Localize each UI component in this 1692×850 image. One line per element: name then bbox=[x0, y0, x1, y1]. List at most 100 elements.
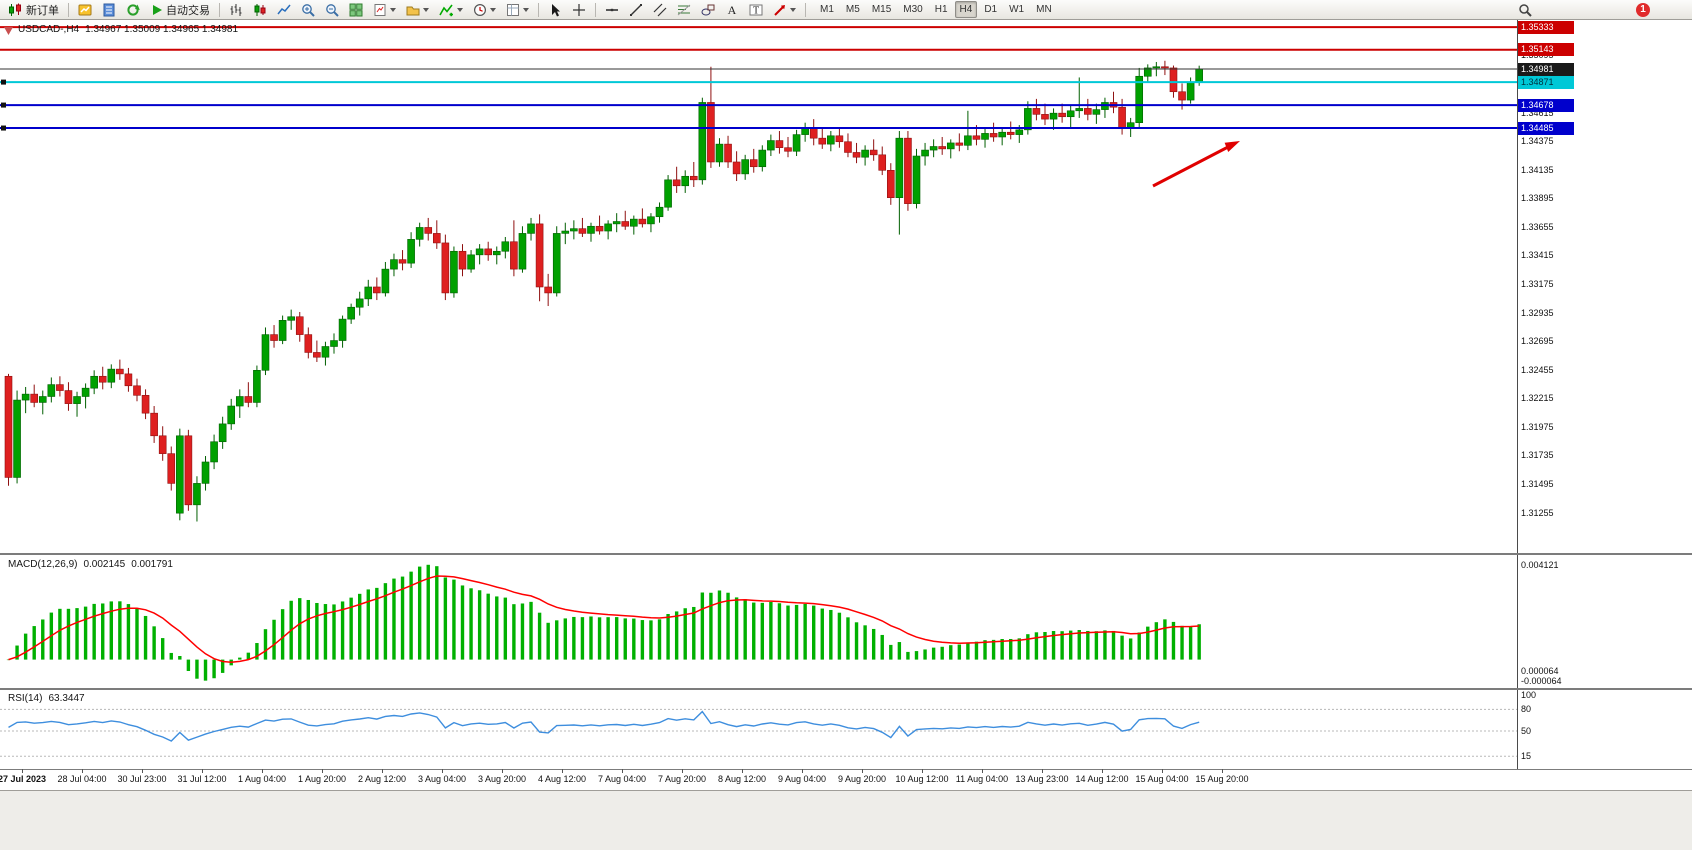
macd-histogram bbox=[6, 564, 1201, 681]
panel-separator[interactable] bbox=[0, 688, 1692, 690]
candle-body bbox=[981, 133, 989, 140]
y-axis-tick: 1.31975 bbox=[1521, 421, 1554, 432]
candle-body bbox=[604, 223, 612, 232]
zoom-out-button[interactable] bbox=[321, 1, 343, 18]
candle-body bbox=[56, 384, 64, 391]
timeframe-MN[interactable]: MN bbox=[1031, 1, 1057, 18]
timeframe-W1[interactable]: W1 bbox=[1004, 1, 1029, 18]
chart-plot-area[interactable] bbox=[0, 20, 1517, 553]
auto-trading-button[interactable]: 自动交易 bbox=[146, 1, 214, 18]
candle-body bbox=[561, 230, 570, 234]
toolbar-separator bbox=[68, 2, 69, 17]
candle-body bbox=[578, 228, 587, 234]
x-axis-tick: 11 Aug 04:00 bbox=[955, 774, 1009, 784]
candle-body bbox=[724, 143, 732, 163]
candle-body bbox=[946, 142, 955, 150]
hline-handle[interactable] bbox=[1, 79, 6, 85]
tile-windows-button[interactable] bbox=[345, 1, 367, 18]
candle-body bbox=[90, 375, 98, 389]
navigator-button[interactable] bbox=[122, 1, 144, 18]
rsi-line bbox=[8, 710, 1200, 742]
notification-badge[interactable]: 1 bbox=[1636, 3, 1650, 17]
x-axis-tick-mark bbox=[1222, 769, 1223, 773]
y-axis-tick: 1.34615 bbox=[1521, 107, 1554, 118]
periods-icon bbox=[473, 3, 487, 16]
timeframe-M15[interactable]: M15 bbox=[867, 1, 896, 18]
data-window-button[interactable] bbox=[98, 1, 120, 18]
candle-body bbox=[432, 233, 441, 244]
new-order-button[interactable]: 新订单 bbox=[4, 1, 63, 18]
arrows-tool-button[interactable] bbox=[769, 1, 800, 18]
cursor-icon bbox=[552, 3, 560, 16]
fibonacci-button[interactable] bbox=[673, 1, 695, 18]
candle-body bbox=[1161, 66, 1169, 69]
profiles-button[interactable] bbox=[402, 1, 433, 18]
channel-button[interactable] bbox=[649, 1, 671, 18]
hline-handle[interactable] bbox=[1, 125, 6, 131]
candle-body bbox=[715, 143, 724, 163]
timeframe-toolbar: M1 M5 M15 M30 H1 H4 D1 W1 MN bbox=[814, 1, 1058, 18]
cursor-button[interactable] bbox=[544, 1, 566, 18]
shapes-button[interactable] bbox=[697, 1, 719, 18]
x-axis-tick-mark bbox=[922, 769, 923, 773]
y-axis-tick: 1.31255 bbox=[1521, 507, 1554, 518]
price-badge: 1.34981 bbox=[1518, 62, 1574, 76]
candle-body bbox=[1084, 108, 1092, 115]
timeframe-H4[interactable]: H4 bbox=[954, 1, 978, 18]
timeframe-M1[interactable]: M1 bbox=[815, 1, 839, 18]
templates-button[interactable] bbox=[502, 1, 533, 18]
rsi-panel[interactable] bbox=[0, 691, 1517, 769]
candle-body bbox=[775, 140, 784, 148]
hline-handle[interactable] bbox=[1, 102, 6, 108]
candlestick-chart-button[interactable] bbox=[249, 1, 271, 18]
time-axis-line bbox=[0, 769, 1692, 770]
x-axis-tick-mark bbox=[262, 769, 263, 773]
bar-chart-button[interactable] bbox=[225, 1, 247, 18]
timeframe-H1[interactable]: H1 bbox=[930, 1, 953, 18]
market-watch-button[interactable] bbox=[74, 1, 96, 18]
timeframe-M5[interactable]: M5 bbox=[841, 1, 865, 18]
x-axis-tick: 27 Jul 2023 bbox=[0, 774, 47, 784]
trendline-button[interactable] bbox=[625, 1, 647, 18]
x-axis-tick-mark bbox=[202, 769, 203, 773]
text-label-button[interactable]: T bbox=[745, 1, 767, 18]
timeframe-D1[interactable]: D1 bbox=[979, 1, 1002, 18]
text-button[interactable]: A bbox=[721, 1, 743, 18]
candle-body bbox=[330, 340, 338, 347]
zoom-in-button[interactable] bbox=[297, 1, 319, 18]
search-icon bbox=[1519, 4, 1532, 17]
candle-body bbox=[373, 286, 381, 294]
new-chart-button[interactable] bbox=[369, 1, 400, 18]
candle-body bbox=[1143, 67, 1152, 77]
candle-body bbox=[287, 316, 295, 321]
candle-body bbox=[167, 453, 176, 484]
candle-body bbox=[278, 320, 287, 341]
macd-panel[interactable] bbox=[0, 556, 1517, 688]
periods-button[interactable] bbox=[469, 1, 500, 18]
svg-text:A: A bbox=[728, 3, 737, 17]
text-icon: A bbox=[728, 3, 737, 17]
timeframe-M30[interactable]: M30 bbox=[898, 1, 927, 18]
horizontal-line-button[interactable] bbox=[601, 1, 623, 18]
x-axis-tick-mark bbox=[1162, 769, 1163, 773]
x-axis-tick-mark bbox=[1042, 769, 1043, 773]
one-click-trading-toggle[interactable] bbox=[4, 24, 14, 42]
x-axis-tick: 9 Aug 04:00 bbox=[777, 774, 827, 784]
indicators-button[interactable] bbox=[435, 1, 467, 18]
arrow-annotation[interactable] bbox=[1152, 141, 1240, 188]
new-order-icon bbox=[9, 3, 21, 16]
candle-body bbox=[30, 393, 38, 403]
candle-body bbox=[886, 170, 895, 198]
rsi-axis-label: 80 bbox=[1521, 704, 1532, 715]
candle-body bbox=[638, 218, 647, 225]
toolbar-separator bbox=[805, 2, 806, 17]
candle-body bbox=[338, 318, 347, 341]
x-axis-tick: 7 Aug 04:00 bbox=[597, 774, 647, 784]
candle-body bbox=[415, 227, 424, 240]
candle-body bbox=[852, 152, 861, 158]
x-axis-tick-mark bbox=[502, 769, 503, 773]
panel-separator[interactable] bbox=[0, 553, 1692, 555]
line-chart-button[interactable] bbox=[273, 1, 295, 18]
search-button[interactable] bbox=[1518, 3, 1532, 22]
crosshair-button[interactable] bbox=[568, 1, 590, 18]
